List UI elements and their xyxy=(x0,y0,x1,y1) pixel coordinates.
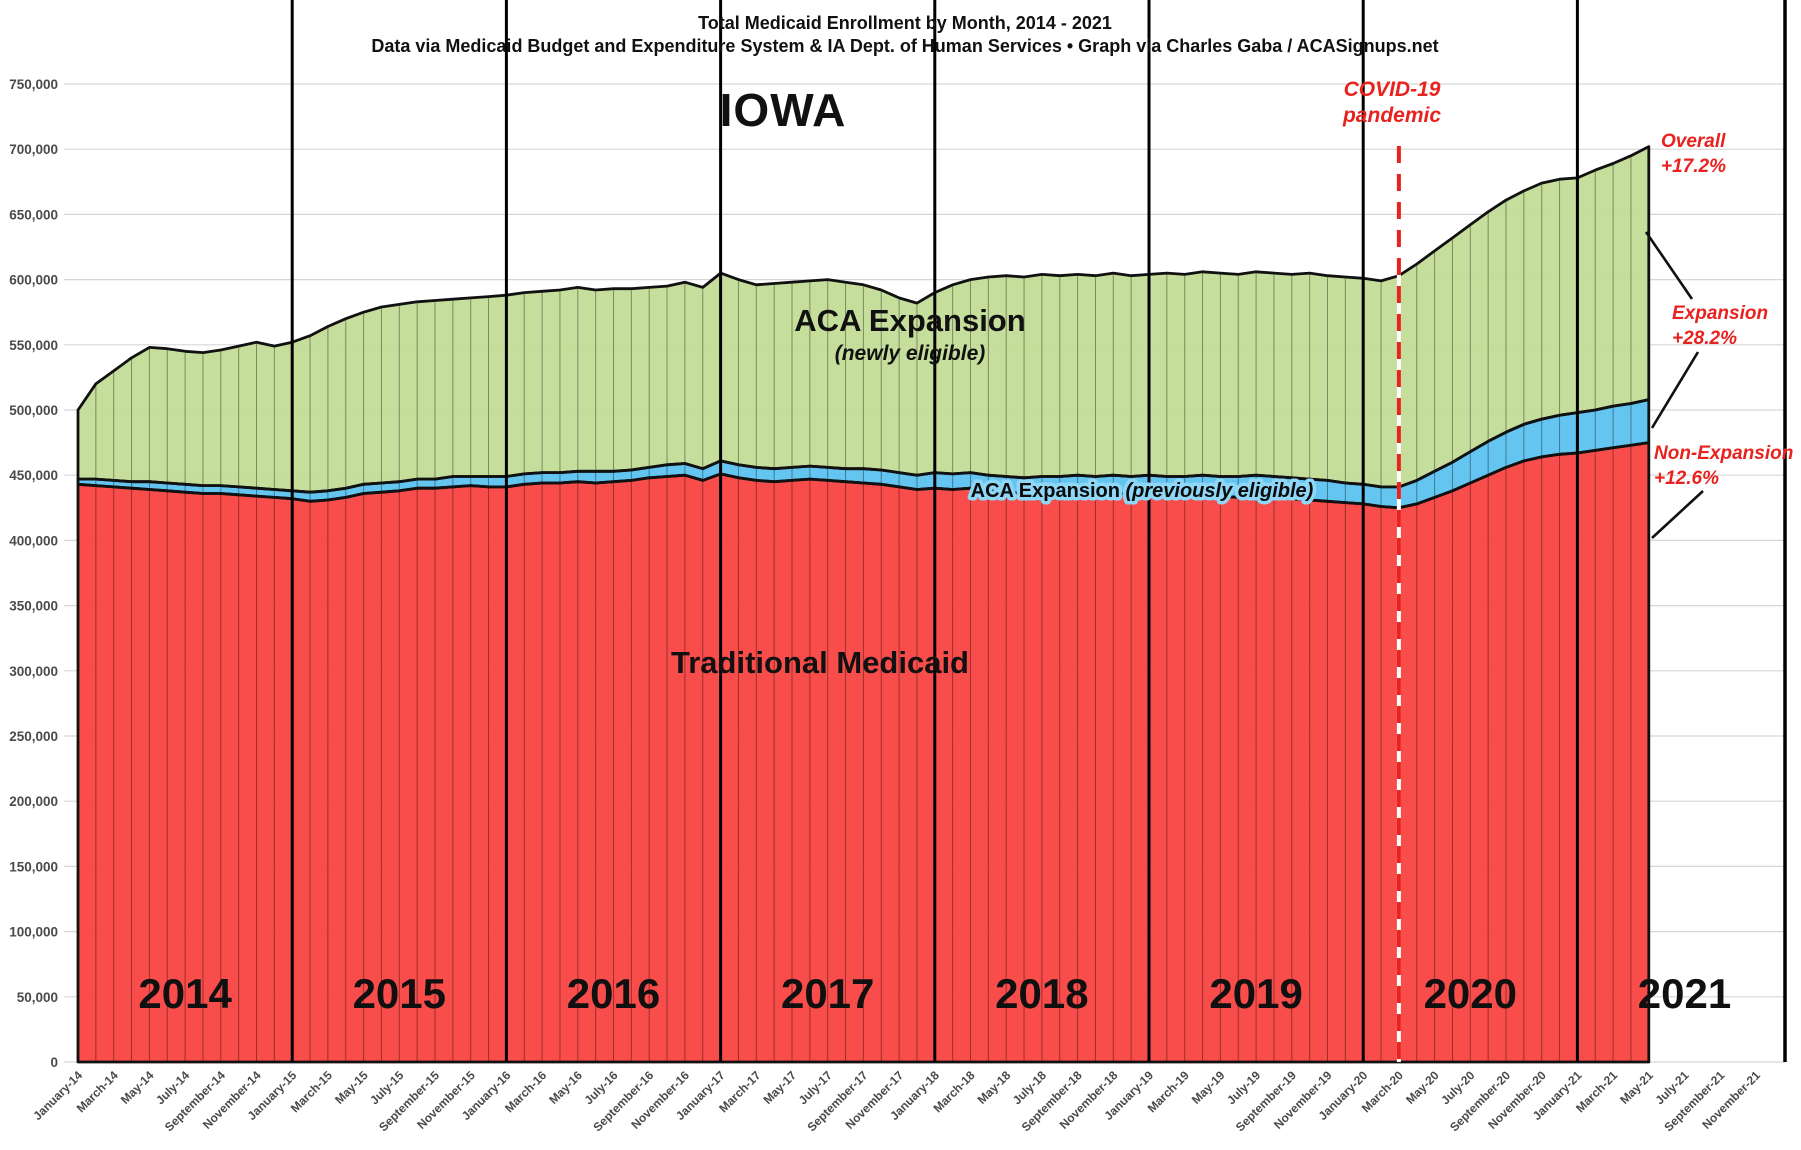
x-tick-label: May-20 xyxy=(1403,1068,1442,1107)
y-tick-label: 400,000 xyxy=(9,533,58,548)
overall-annotation-line1: Overall xyxy=(1661,131,1726,152)
previously-eligible-band-label: ACA Expansion (previously eligible) xyxy=(971,480,1314,502)
x-tick-group: May-17 xyxy=(760,1068,799,1107)
x-tick-label: May-14 xyxy=(118,1068,157,1107)
y-tick-label: 700,000 xyxy=(9,142,58,157)
chart-text-labels: Total Medicaid Enrollment by Month, 2014… xyxy=(371,13,1793,680)
year-label: 2018 xyxy=(995,970,1088,1017)
year-label: 2014 xyxy=(138,970,232,1017)
y-tick-label: 500,000 xyxy=(9,403,58,418)
x-tick-label: May-17 xyxy=(760,1068,799,1107)
year-label: 2019 xyxy=(1209,970,1302,1017)
x-tick-group: May-19 xyxy=(1189,1068,1228,1107)
year-label: 2021 xyxy=(1638,970,1731,1017)
expansion-annotation-line1: Expansion xyxy=(1672,303,1768,324)
y-tick-label: 650,000 xyxy=(9,207,58,222)
total-outline xyxy=(76,145,1651,494)
previously-eligible-band xyxy=(78,399,1649,508)
y-tick-label: 350,000 xyxy=(9,599,58,614)
traditional-medicaid-area-label: Traditional Medicaid xyxy=(671,645,969,680)
x-tick-label: May-15 xyxy=(332,1068,371,1107)
non-expansion-connector xyxy=(1651,490,1704,539)
x-axis-tick-labels: January-14March-14May-14July-14September… xyxy=(30,1068,1763,1134)
y-tick-label: 50,000 xyxy=(17,990,58,1005)
year-label: 2016 xyxy=(567,970,660,1017)
aca-expansion-area-label: ACA Expansion xyxy=(794,303,1025,338)
newly-eligible-band xyxy=(78,146,1649,493)
x-tick-group: May-16 xyxy=(546,1068,585,1107)
y-tick-label: 100,000 xyxy=(9,925,58,940)
non-expansion-annotation-line2: +12.6% xyxy=(1654,468,1719,489)
x-tick-group: May-15 xyxy=(332,1068,371,1107)
y-axis-tick-labels: 0 50,000 100,000 150,000 200,000 250,000 300,0… xyxy=(9,77,58,1070)
x-tick-label: May-18 xyxy=(975,1068,1014,1107)
chart-subtitle: Data via Medicaid Budget and Expenditure… xyxy=(371,36,1438,56)
covid-annotation-line1: COVID-19 xyxy=(1344,78,1441,101)
chart-title: Total Medicaid Enrollment by Month, 2014… xyxy=(698,13,1112,33)
previously-eligible-label-italic: (previously eligible) xyxy=(1126,480,1314,502)
traditional-medicaid-band xyxy=(78,442,1649,1063)
x-tick-group: January-14 xyxy=(30,1068,85,1123)
y-tick-label: 250,000 xyxy=(9,729,58,744)
x-tick-group: May-20 xyxy=(1403,1068,1442,1107)
x-tick-label: January-14 xyxy=(30,1068,85,1123)
x-tick-label: May-16 xyxy=(546,1068,585,1107)
previously-eligible-label-prefix: ACA Expansion xyxy=(971,480,1126,502)
year-label: 2020 xyxy=(1424,970,1517,1017)
x-tick-group: May-18 xyxy=(975,1068,1014,1107)
x-tick-group: May-21 xyxy=(1617,1068,1656,1107)
non-expansion-annotation-line1: Non-Expansion xyxy=(1654,443,1793,464)
y-tick-label: 600,000 xyxy=(9,273,58,288)
y-tick-label: 200,000 xyxy=(9,794,58,809)
year-label: 2017 xyxy=(781,970,874,1017)
y-tick-label: 750,000 xyxy=(9,77,58,92)
y-tick-label: 450,000 xyxy=(9,468,58,483)
aca-expansion-area-sublabel: (newly eligible) xyxy=(835,342,986,365)
expansion-connector-lower xyxy=(1650,351,1700,429)
y-tick-label: 300,000 xyxy=(9,664,58,679)
x-tick-label: May-19 xyxy=(1189,1068,1228,1107)
x-tick-label: May-21 xyxy=(1617,1068,1656,1107)
y-tick-label: 0 xyxy=(50,1055,58,1070)
state-label: IOWA xyxy=(720,84,847,136)
year-labels: 2014 2015 2016 2017 2018 2019 2020 2021 xyxy=(138,970,1731,1017)
covid-annotation-line2: pandemic xyxy=(1342,104,1441,127)
overall-annotation-line2: +17.2% xyxy=(1661,156,1726,177)
y-tick-label: 550,000 xyxy=(9,338,58,353)
expansion-annotation-line2: +28.2% xyxy=(1672,328,1737,349)
y-tick-label: 150,000 xyxy=(9,859,58,874)
expansion-connector-upper xyxy=(1644,231,1694,300)
band-outlines xyxy=(76,145,1651,1064)
year-label: 2015 xyxy=(353,970,446,1017)
year-boundary-lines xyxy=(290,0,1579,1062)
area-bands xyxy=(78,146,1649,1063)
x-tick-group: May-14 xyxy=(118,1068,157,1107)
